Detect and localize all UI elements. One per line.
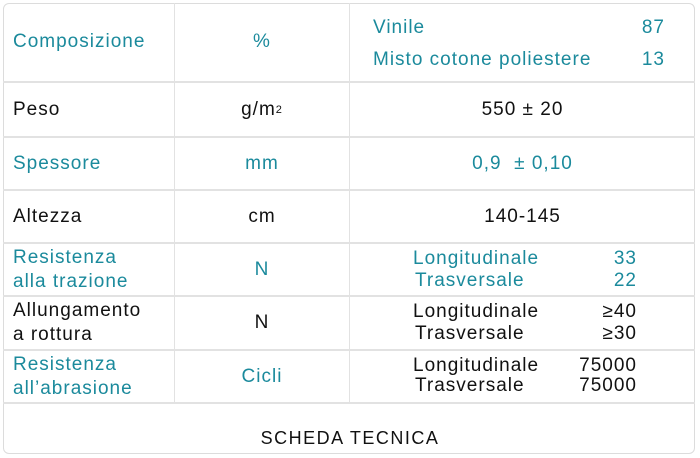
row-label: Resistenza alla trazione [13,246,129,292]
value-item: Trasversale 22 [415,270,637,291]
table-caption: SCHEDA TECNICA [260,428,440,448]
row-unit: Cicli [241,365,283,387]
row-value: 550 ± 20 [481,98,564,120]
row-unit: cm [248,205,276,227]
row-unit: mm [245,152,279,174]
row-unit: g/m 2 [241,98,283,120]
row-unit: % [253,31,271,52]
value-item: Trasversale 75000 [415,375,637,396]
row-resistenza-trazione: Resistenza alla trazione N Longitudinale 3… [3,244,695,297]
row-label: Altezza [13,205,83,227]
composition-item: Misto cotone poliestere 13 [373,49,665,70]
column-divider [174,3,175,403]
row-unit: N [254,312,270,333]
value-item: Trasversale ≥30 [415,323,637,344]
row-peso: Peso g/m 2 550 ± 20 [3,83,695,138]
row-altezza: Altezza cm 140-145 [3,191,695,244]
value-item: Longitudinale ≥40 [413,301,637,322]
row-unit: N [254,258,270,280]
composition-item: Vinile 87 [373,17,665,38]
row-label: Resistenza all’abrasione [13,353,133,399]
row-allungamento: Allungamento a rottura N Longitudinale ≥40… [3,297,695,351]
row-value: 0,9 ± 0,10 [472,152,573,174]
column-divider [349,3,350,403]
row-spessore: Spessore mm 0,9 ± 0,10 [3,138,695,191]
value-item: Longitudinale 33 [413,248,637,269]
row-value: 140-145 [484,205,561,227]
row-label: Spessore [13,152,102,174]
row-label: Composizione [13,31,146,52]
row-label: Peso [13,98,61,120]
value-item: Longitudinale 75000 [413,355,637,376]
row-label: Allungamento a rottura [13,300,142,345]
row-composizione: Composizione % Vinile 87 Misto cotone pol… [3,3,695,83]
row-resistenza-abrasione: Resistenza all’abrasione Cicli Longitudin… [3,351,695,404]
